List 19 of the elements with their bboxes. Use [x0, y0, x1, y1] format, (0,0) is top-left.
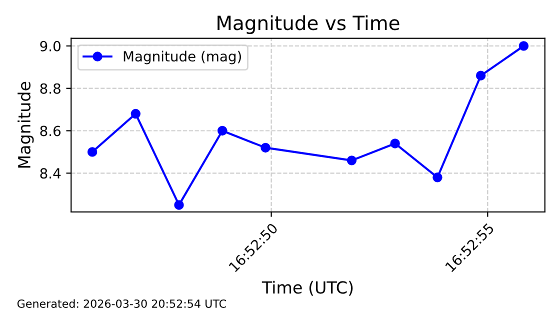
point: [432, 172, 442, 182]
point: [346, 156, 357, 166]
x-axis-title: Time (UTC): [262, 280, 353, 296]
y-tick-label: 9.0: [40, 40, 60, 52]
point: [390, 138, 400, 148]
point: [476, 70, 486, 80]
point: [217, 126, 228, 136]
legend-label: Magnitude (mag): [124, 50, 242, 64]
y-axis-title: Magnitude: [18, 82, 34, 168]
point: [518, 41, 529, 51]
y-tick-label: 8.6: [40, 126, 61, 136]
text: Generated: 2026-03-30 20:52:54 UTC: [17, 299, 226, 308]
point: [260, 142, 270, 153]
point: [87, 147, 98, 157]
y-tick-label: 8.4: [40, 168, 61, 179]
y-tick-label: 8.8: [40, 83, 60, 94]
chart-title: Magnitude vs Time: [218, 15, 400, 34]
point: [174, 200, 184, 210]
point: [130, 108, 141, 119]
